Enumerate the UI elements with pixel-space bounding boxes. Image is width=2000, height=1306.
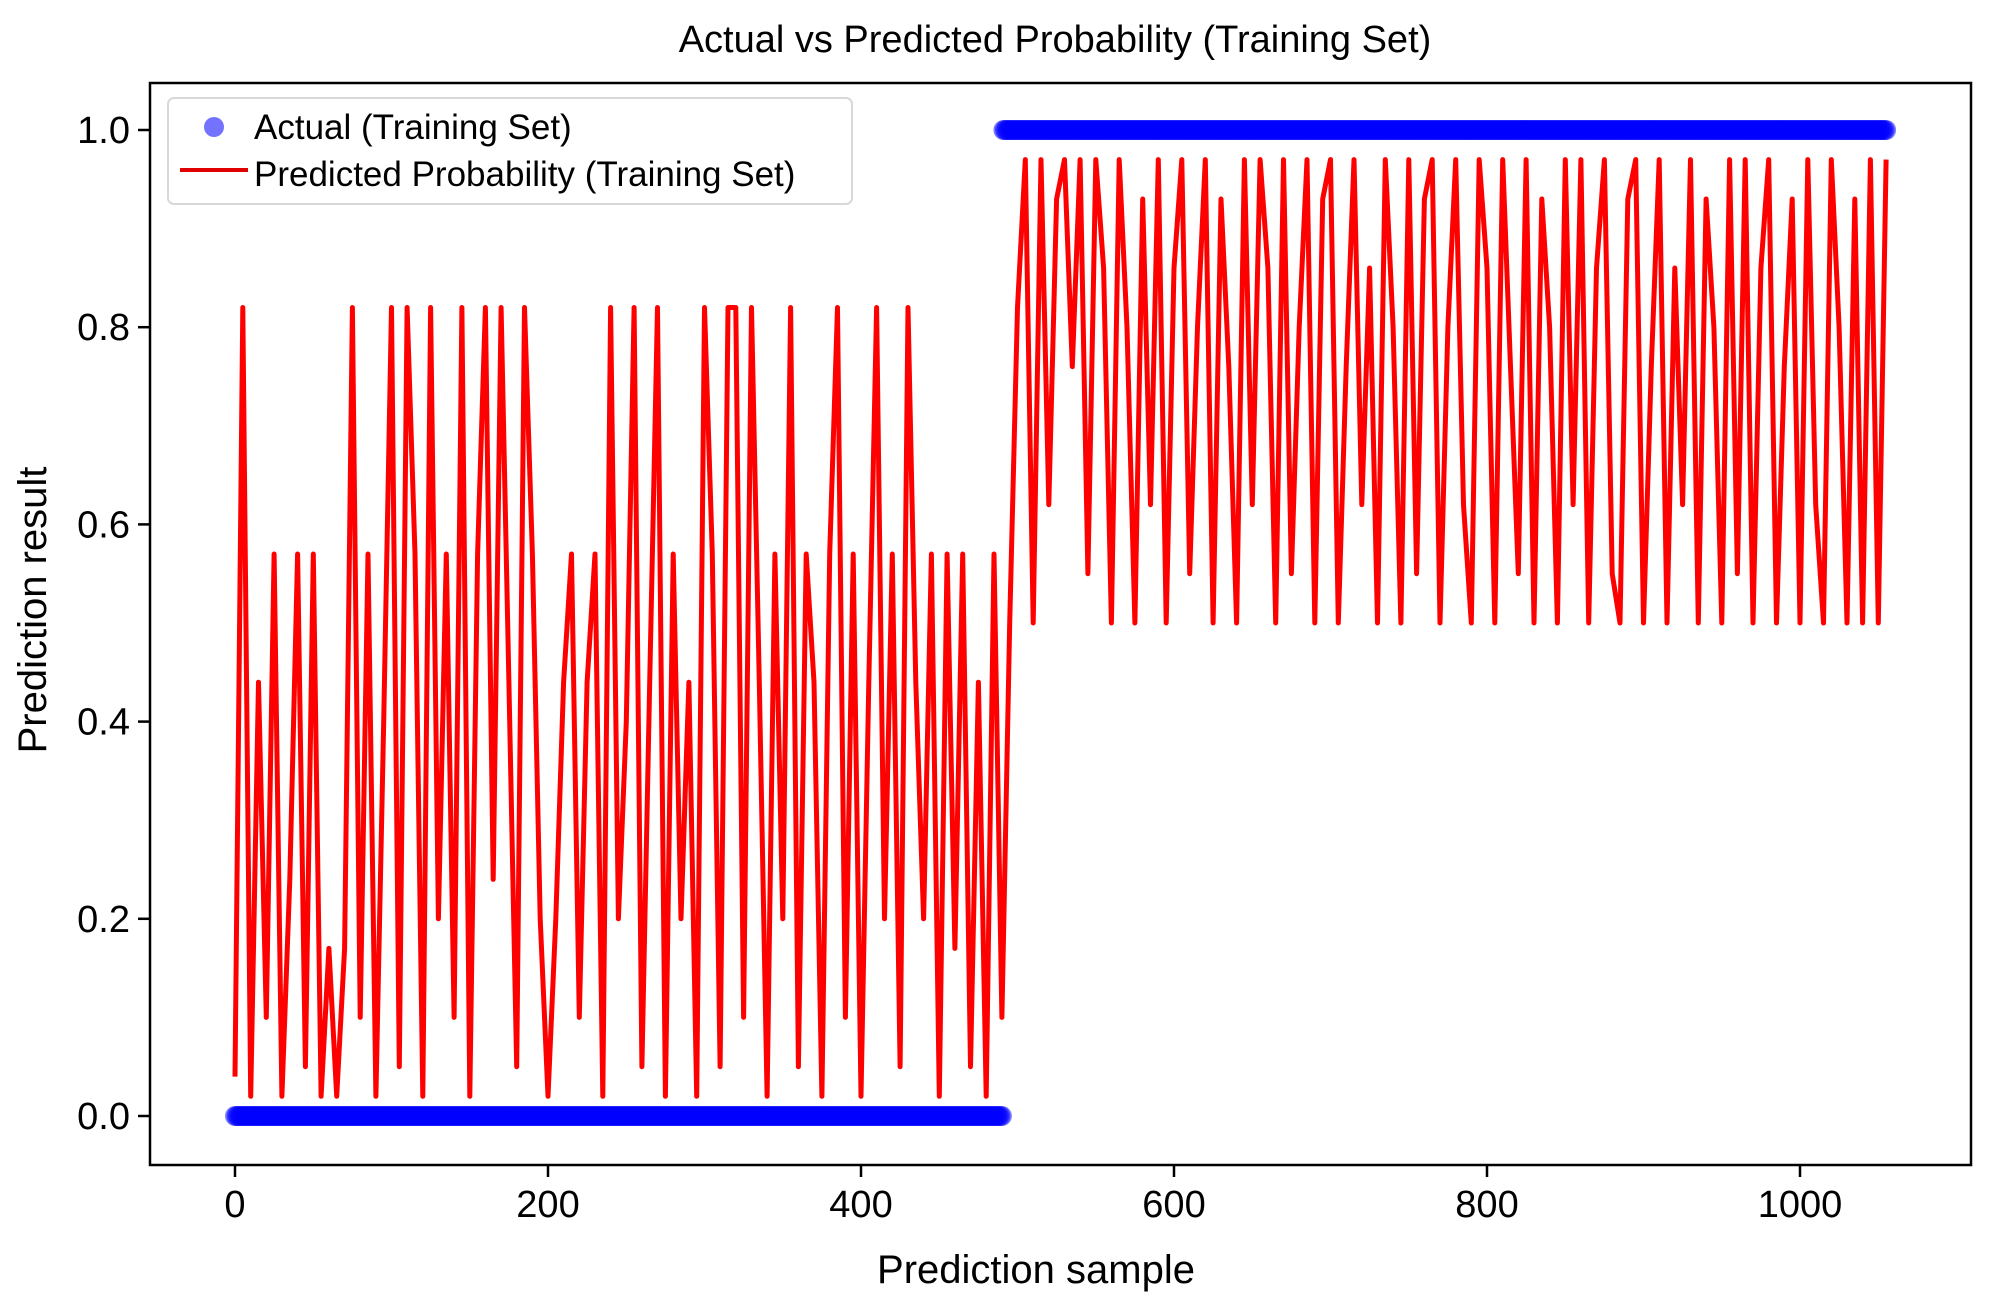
y-tick-label: 0.6: [77, 504, 130, 546]
plot-area: [225, 120, 1897, 1126]
x-tick-label: 200: [516, 1184, 579, 1226]
legend: Actual (Training Set) Predicted Probabil…: [167, 97, 853, 205]
actual-point: [1876, 120, 1897, 140]
y-axis-label: Prediction result: [11, 467, 55, 754]
y-tick-label: 0.2: [77, 899, 130, 941]
x-tick-label: 600: [1142, 1184, 1205, 1226]
x-tick-label: 1000: [1758, 1184, 1843, 1226]
chart-title: Actual vs Predicted Probability (Trainin…: [679, 19, 1432, 61]
x-axis-label: Prediction sample: [877, 1248, 1195, 1292]
legend-label-predicted: Predicted Probability (Training Set): [254, 155, 795, 194]
y-tick-label: 0.0: [77, 1096, 130, 1138]
actual-point: [991, 1106, 1012, 1126]
x-tick-label: 400: [829, 1184, 892, 1226]
y-tick-label: 0.4: [77, 702, 130, 744]
legend-label-actual: Actual (Training Set): [254, 108, 572, 147]
plot-frame: [148, 81, 1973, 1167]
x-axis: 0 200 400 600 800 1000: [224, 1165, 1842, 1226]
legend-marker-actual: [204, 117, 224, 137]
legend-box: [167, 97, 853, 205]
x-tick-label: 0: [224, 1184, 245, 1226]
y-tick-label: 0.8: [77, 307, 130, 349]
y-tick-label: 1.0: [77, 110, 130, 152]
y-axis: 0.0 0.2 0.4 0.6 0.8 1.0: [77, 110, 150, 1138]
predicted-probability-line: [232, 157, 1889, 1099]
x-tick-label: 800: [1455, 1184, 1518, 1226]
